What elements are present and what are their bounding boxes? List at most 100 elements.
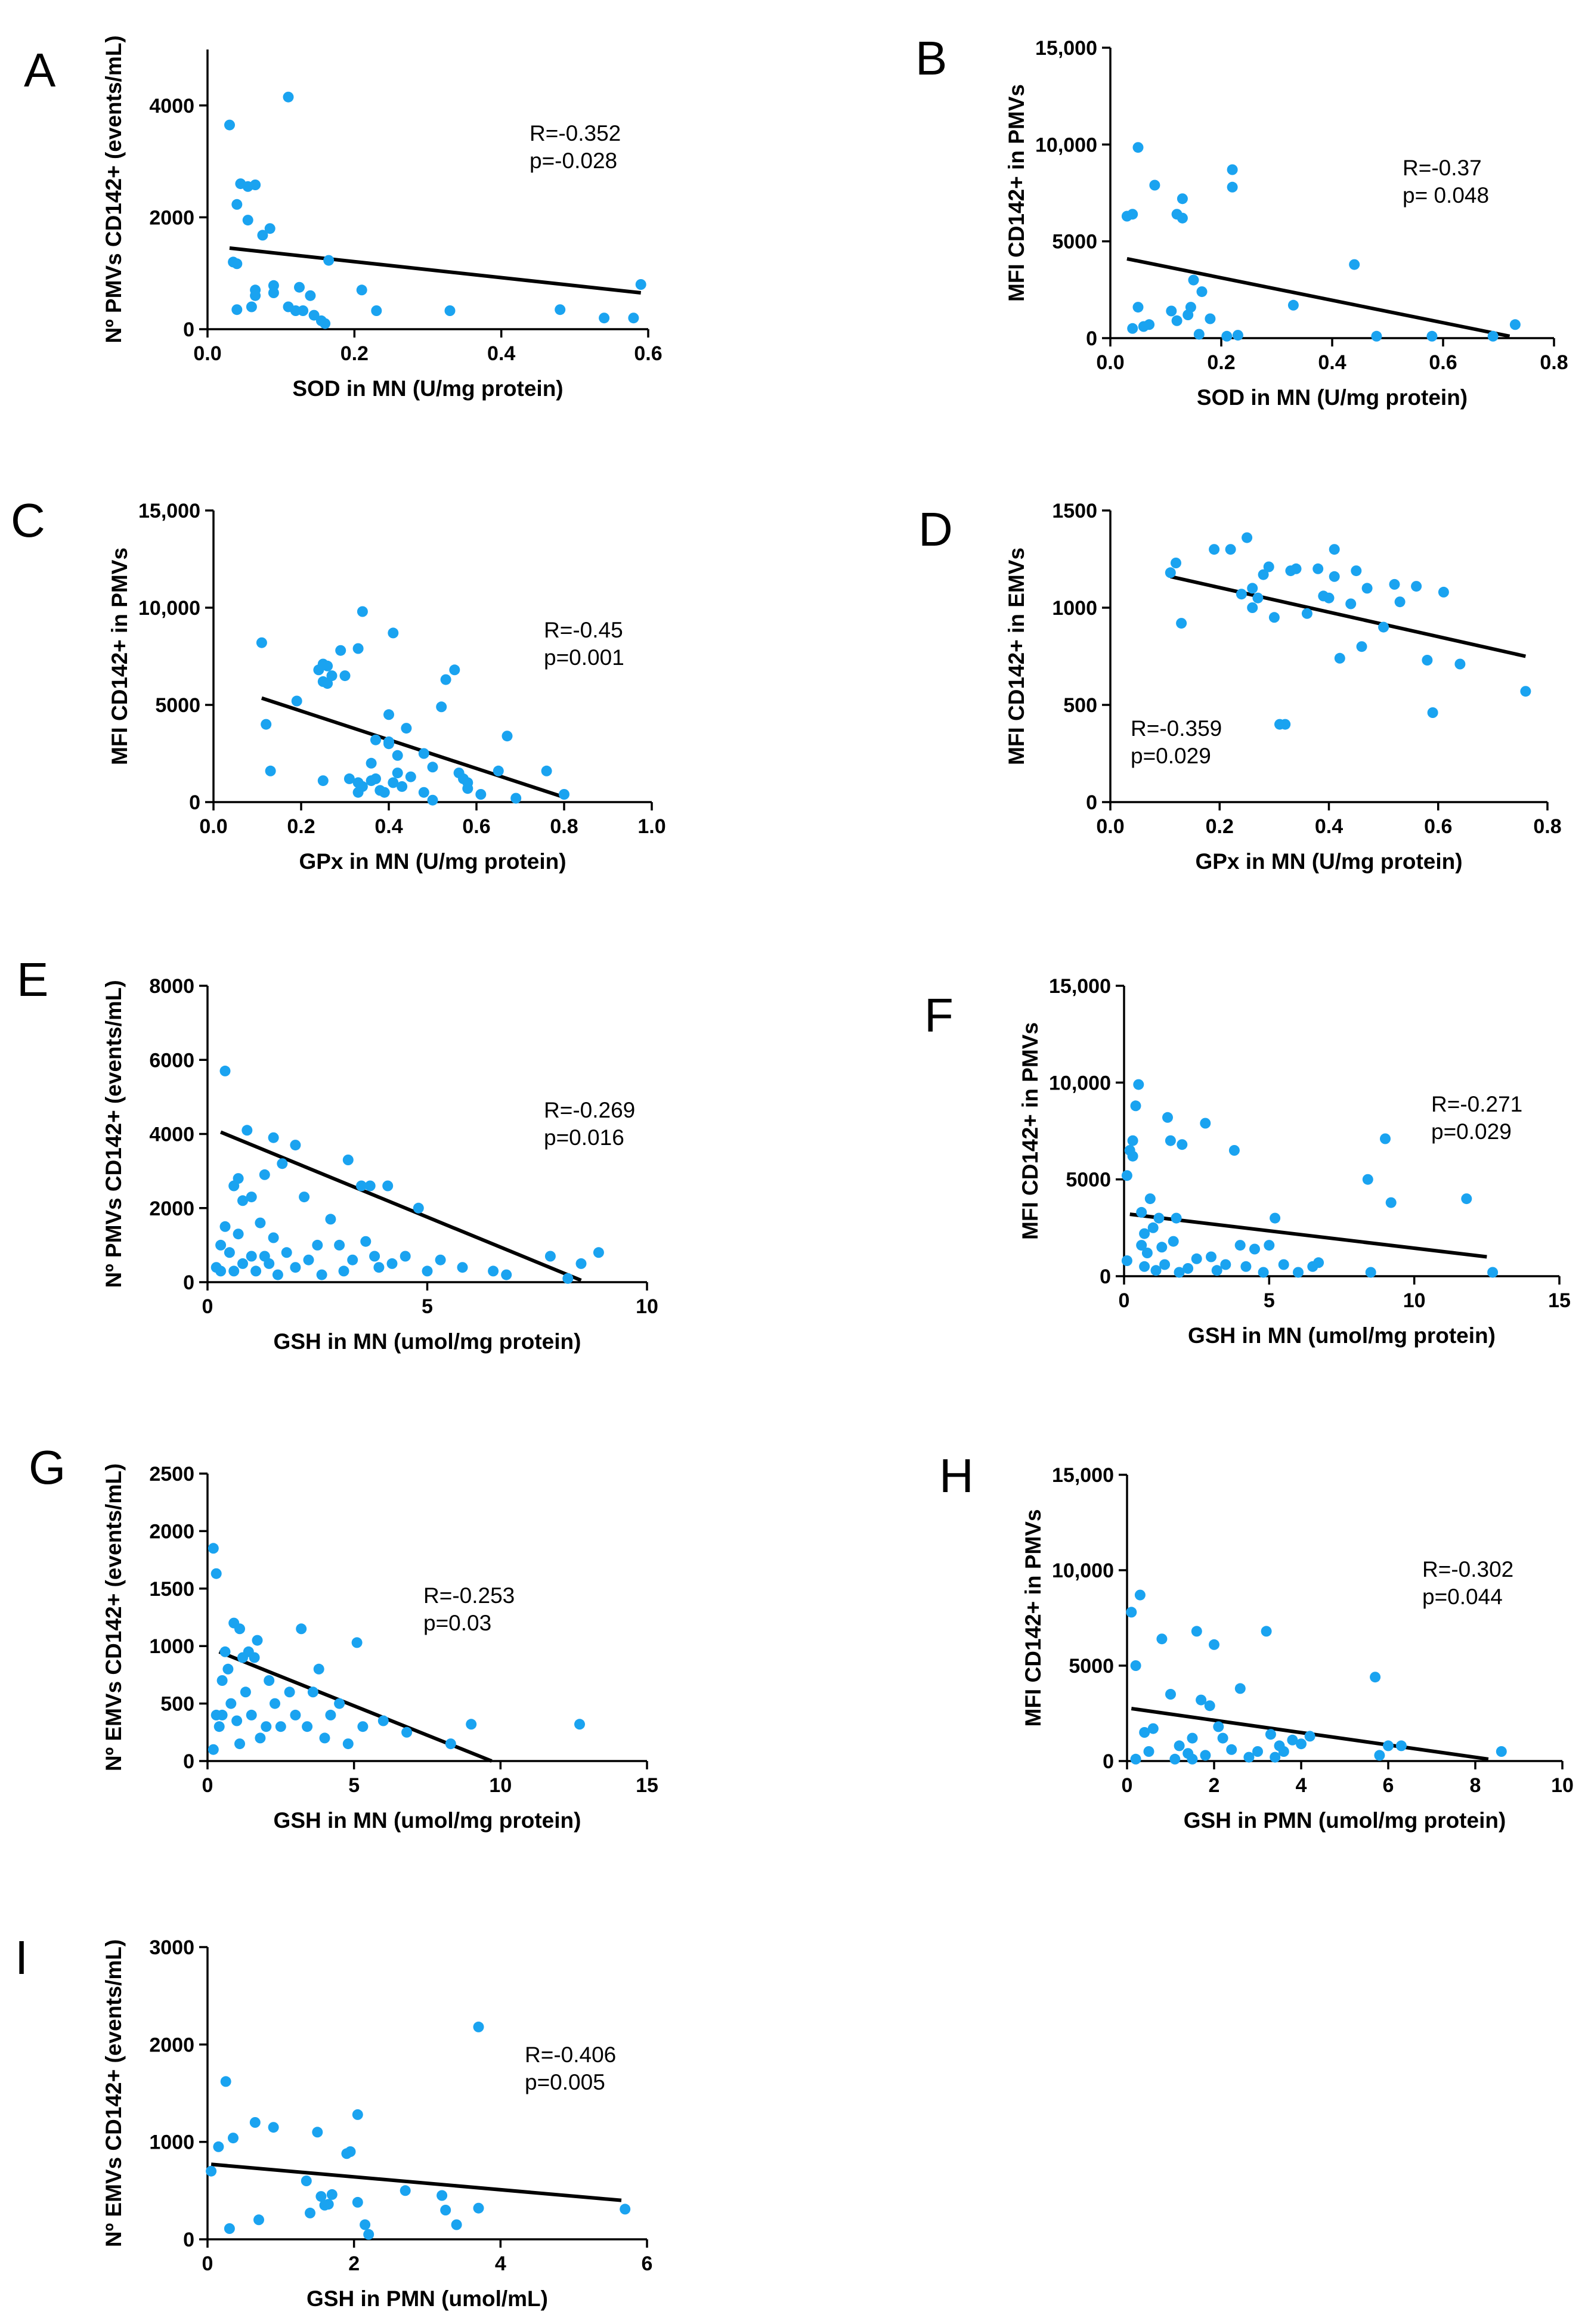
data-point [1227,164,1238,175]
data-point [1165,567,1176,578]
data-point [357,781,368,792]
data-point [294,281,305,293]
data-point [323,255,335,266]
data-point [1226,1744,1237,1755]
data-point [1139,1727,1150,1738]
data-point [382,1180,394,1192]
data-point [296,1623,307,1635]
data-point [383,709,394,720]
y-tick-label: 15,000 [138,500,200,522]
data-point [339,670,351,682]
data-point [1143,1746,1154,1757]
data-point [316,1269,327,1280]
panel-E: E 0 2000 4000 6000 8000 0 5 10 GSH in MN (umol/mg… [17,953,658,1354]
data-point [291,695,302,707]
data-point [220,2076,231,2087]
data-point [388,777,399,788]
panel-letter: B [915,32,947,85]
data-point [275,1721,286,1732]
x-tick-label: 0 [202,1774,213,1797]
x-tick-label: 6 [642,2252,653,2275]
data-point [1242,532,1253,543]
data-point [250,1265,262,1277]
data-point [259,1169,270,1180]
data-point [215,1265,227,1277]
data-point [246,301,257,312]
data-point [1261,1626,1272,1637]
data-point [283,91,294,103]
data-point [1438,586,1449,598]
data-point [1171,558,1181,568]
data-point [1153,1212,1165,1224]
panel-letter: A [24,44,56,97]
data-point [268,2122,279,2133]
data-point [1236,589,1247,600]
x-tick-label: 0.2 [340,342,369,365]
y-tick-label: 4000 [149,1124,194,1146]
data-point [1191,1626,1202,1637]
data-point [1487,330,1499,342]
data-point [544,1251,556,1262]
y-axis-title: MFI CD142+ in PMVs [1018,1022,1042,1240]
data-point [413,1202,424,1214]
data-point [628,312,639,324]
data-point [1176,618,1187,629]
data-point [219,1221,231,1232]
data-point [1147,1723,1159,1734]
data-point [1385,1197,1397,1208]
data-point [435,1254,446,1265]
y-tick-label: 0 [189,791,200,814]
data-point [264,1258,275,1269]
x-axis-title: SOD in MN (U/mg protein) [292,376,563,401]
data-point [462,783,473,794]
x-tick-label: 10 [1551,1774,1574,1797]
regression-line [211,2162,622,2202]
data-point [255,1732,266,1744]
data-point [1304,1731,1315,1742]
x-axis-title: GSH in MN (umol/mg protein) [274,1808,581,1833]
data-point [1166,305,1177,317]
data-point [213,2141,224,2152]
data-point [1227,181,1238,193]
data-point [401,723,412,734]
data-point [320,318,331,329]
data-point [1130,1753,1141,1765]
x-tick-label: 10 [489,1774,512,1797]
data-point [256,637,267,648]
x-tick-label: 0.2 [287,815,315,838]
data-point [360,1236,372,1247]
x-tick-label: 0.6 [1429,351,1457,374]
y-tick-label: 0 [183,1750,194,1773]
annotation-p: p= 0.048 [1403,183,1489,208]
data-point [1249,1243,1260,1255]
data-point [206,2165,217,2177]
data-point [418,787,429,798]
data-point [290,1709,301,1720]
y-tick-label: 0 [1086,327,1097,350]
data-point [1177,212,1188,224]
data-point [1270,1212,1281,1224]
data-point [357,1721,369,1732]
data-point [352,2109,363,2120]
panel-letter: H [939,1449,974,1502]
data-point [1127,1150,1138,1162]
data-point [1136,1206,1147,1218]
data-point [1187,1753,1198,1765]
data-point [1265,1729,1276,1740]
data-point [315,2191,327,2202]
y-tick-label: 2000 [149,2034,194,2056]
y-axis-title: MFI CD142+ in PMVs [1021,1509,1045,1727]
y-tick-label: 1000 [1052,597,1097,620]
data-point [216,1709,228,1720]
data-point [233,1173,244,1184]
y-tick-label: 5000 [1066,1169,1111,1192]
x-tick-label: 10 [636,1295,658,1318]
data-point [356,1180,367,1192]
data-point [1156,1633,1168,1645]
regression-line [219,1130,582,1282]
data-point [1185,302,1196,313]
panel-G: G 0 500 1000 1500 2000 2500 0 5 10 15 GSH in MN (um… [29,1441,658,1833]
y-tick-label: 0 [183,2229,194,2251]
annotation-r: R=-0.269 [544,1098,635,1122]
data-point [237,1258,248,1269]
